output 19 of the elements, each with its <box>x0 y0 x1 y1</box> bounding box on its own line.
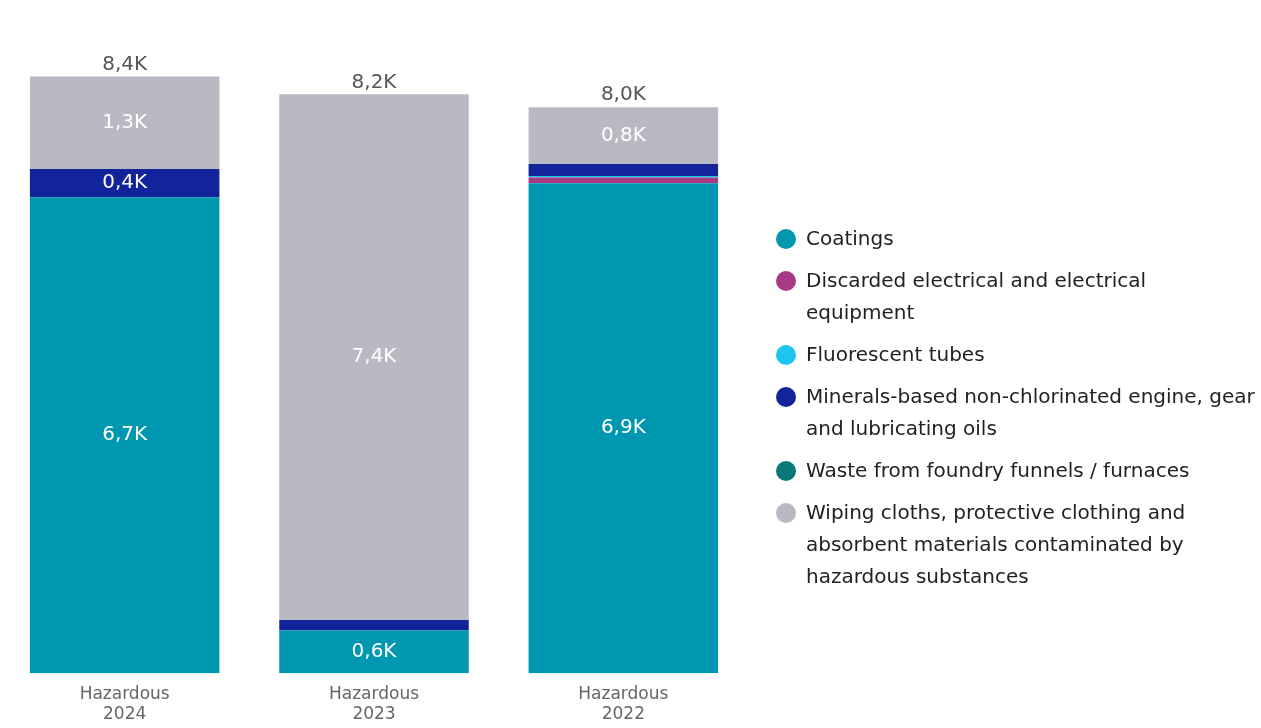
legend-label: Waste from foundry funnels / furnaces <box>806 456 1190 484</box>
legend-label: Coatings <box>806 224 894 252</box>
data-label: 6,9K <box>600 414 647 439</box>
data-label: 7,4K <box>351 343 398 368</box>
data-label: 1,3K <box>102 108 149 133</box>
legend-label: Discarded electrical and electrical equipment <box>806 266 1148 326</box>
legend-label: Fluorescent tubes <box>806 340 985 368</box>
total-label: 8,4K <box>102 50 149 75</box>
data-label: 0,8K <box>600 121 647 146</box>
data-label: 0,6K <box>351 638 398 663</box>
total-label: 8,2K <box>351 68 398 93</box>
x-tick-label: Hazardous 2024 <box>79 682 170 724</box>
data-label: 0,4K <box>102 169 149 194</box>
x-tick-label: Hazardous 2023 <box>328 682 420 724</box>
legend-label: Minerals-based non-chlorinated engine, gear and lubricating oils <box>806 382 1256 442</box>
legend-label: Wiping cloths, protective clothing and absorbent materials contaminated by hazardous substances <box>806 498 1187 590</box>
data-label: 6,7K <box>102 421 149 446</box>
total-label: 8,0K <box>600 81 647 106</box>
x-tick-label: Hazardous 2022 <box>578 682 669 724</box>
